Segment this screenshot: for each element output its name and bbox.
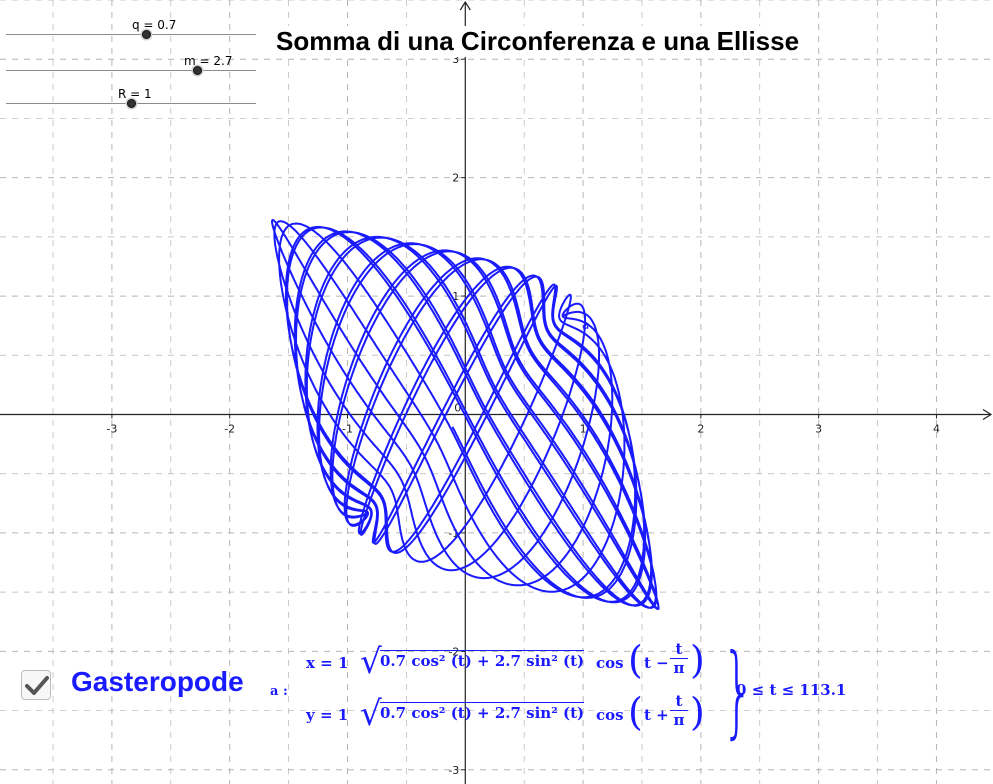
x-tick-label: 2 bbox=[697, 423, 704, 436]
formula-x-radicand: 0.7 cos² (t) + 2.7 sin² (t) bbox=[380, 650, 585, 670]
formula-y-lhs: y = 1 bbox=[306, 706, 349, 724]
parameter-range: 0 ≤ t ≤ 113.1 bbox=[736, 681, 847, 699]
fraction-numerator: t bbox=[670, 640, 688, 659]
formula-x-arg: t − bbox=[644, 654, 669, 672]
checkmark-icon bbox=[25, 676, 49, 695]
x-tick-label: -1 bbox=[342, 423, 353, 436]
y-tick-label: -2 bbox=[448, 645, 459, 658]
y-tick-label: -3 bbox=[448, 764, 459, 777]
fraction-denominator: π bbox=[673, 711, 685, 729]
slider-m-knob[interactable] bbox=[193, 66, 202, 75]
sqrt-icon: √ bbox=[360, 642, 382, 682]
formula-y-fraction: t π bbox=[670, 692, 688, 729]
origin-label: 0 bbox=[454, 402, 461, 415]
gasteropode-checkbox[interactable] bbox=[21, 670, 51, 700]
fraction-denominator: π bbox=[673, 659, 685, 677]
slider-m-label: m = 2.7 bbox=[184, 54, 233, 68]
slider-r-knob[interactable] bbox=[127, 99, 136, 108]
axis-ticks: -3 -2 -1 1 2 3 4 3 2 1 -1 -2 -3 0 bbox=[106, 53, 940, 777]
sqrt-icon: √ bbox=[360, 694, 382, 734]
gasteropode-curve[interactable] bbox=[271, 218, 660, 610]
x-tick-label: 1 bbox=[580, 423, 587, 436]
formula-y-arg: t + bbox=[644, 706, 669, 724]
slider-m-track[interactable] bbox=[6, 70, 256, 71]
right-brace-icon: } bbox=[721, 632, 754, 749]
checkbox-label[interactable]: Gasteropode bbox=[71, 666, 244, 697]
formula-name: a : bbox=[270, 684, 288, 699]
slider-q-knob[interactable] bbox=[142, 30, 151, 39]
x-tick-label: -2 bbox=[224, 423, 235, 436]
x-tick-label: 4 bbox=[933, 423, 940, 436]
formula-y-cos: cos bbox=[596, 706, 624, 724]
curve-name-label: a bbox=[582, 318, 589, 332]
formula-x-lhs: x = 1 bbox=[306, 654, 349, 672]
slider-q-label: q = 0.7 bbox=[132, 18, 177, 32]
fraction-numerator: t bbox=[670, 692, 688, 711]
paren-open-icon: ( bbox=[628, 638, 643, 682]
y-tick-label: 2 bbox=[452, 172, 459, 185]
y-tick-label: -1 bbox=[448, 527, 459, 540]
paren-open-icon: ( bbox=[628, 690, 643, 734]
formula-x-cos: cos bbox=[596, 654, 624, 672]
x-tick-label: -3 bbox=[106, 423, 117, 436]
paren-close-icon: ) bbox=[690, 638, 705, 682]
formula-x-fraction: t π bbox=[670, 640, 688, 677]
x-tick-label: 3 bbox=[815, 423, 822, 436]
page-title: Somma di una Circonferenza e una Ellisse bbox=[274, 26, 802, 57]
slider-r-label: R = 1 bbox=[118, 87, 152, 101]
x-axis-arrow-icon bbox=[982, 408, 993, 421]
slider-q[interactable]: q = 0.7 bbox=[6, 18, 256, 46]
formula-y-radicand: 0.7 cos² (t) + 2.7 sin² (t) bbox=[380, 702, 585, 722]
slider-m[interactable]: m = 2.7 bbox=[6, 54, 256, 82]
slider-q-track[interactable] bbox=[6, 34, 256, 35]
y-tick-label: 1 bbox=[452, 290, 459, 303]
paren-close-icon: ) bbox=[690, 690, 705, 734]
y-tick-label: 3 bbox=[452, 53, 459, 66]
slider-r[interactable]: R = 1 bbox=[6, 87, 256, 115]
y-axis-arrow-icon bbox=[459, 0, 471, 11]
